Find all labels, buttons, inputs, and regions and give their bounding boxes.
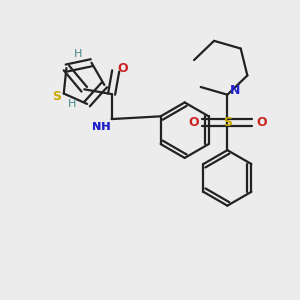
Text: H: H	[74, 50, 82, 59]
Text: S: S	[52, 90, 61, 103]
Text: S: S	[223, 116, 232, 129]
Text: NH: NH	[92, 122, 111, 132]
Text: O: O	[188, 116, 199, 129]
Text: H: H	[68, 99, 76, 109]
Text: NH: NH	[92, 122, 111, 132]
Text: N: N	[230, 84, 241, 97]
Text: O: O	[256, 116, 267, 129]
Text: O: O	[117, 62, 128, 75]
